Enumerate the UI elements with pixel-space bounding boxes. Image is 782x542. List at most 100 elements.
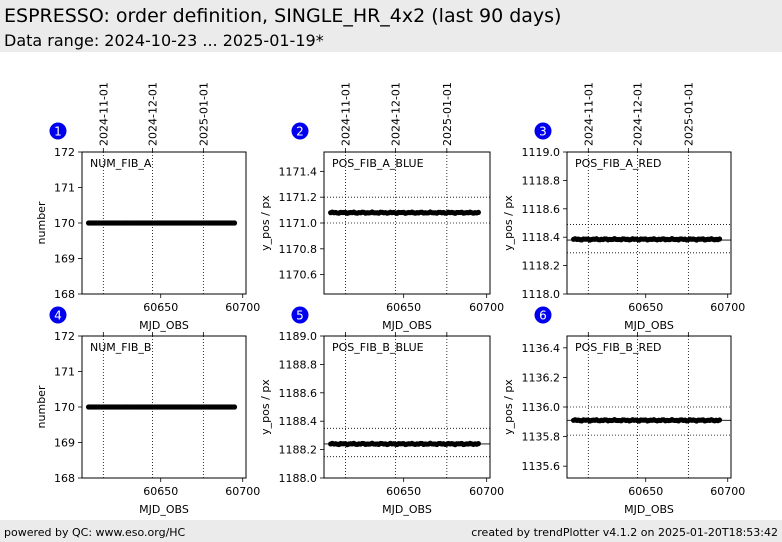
- x-axis-label: MJD_OBS: [139, 319, 189, 332]
- page-title: ESPRESSO: order definition, SINGLE_HR_4x…: [4, 5, 562, 27]
- chart-number-badge: [291, 306, 309, 324]
- y-tick-label: 1170.6: [279, 269, 318, 282]
- y-tick-label: 1118.8: [522, 174, 561, 187]
- parameter-label: POS_FIB_A_RED: [575, 157, 661, 170]
- y-axis-label: number: [35, 385, 48, 428]
- page-header: ESPRESSO: order definition, SINGLE_HR_4x…: [0, 0, 782, 52]
- y-tick-label: 171: [54, 366, 75, 379]
- y-tick-label: 1170.8: [279, 243, 318, 256]
- y-tick-label: 1135.8: [522, 431, 561, 444]
- y-tick-label: 168: [54, 472, 75, 485]
- y-tick-label: 170: [54, 217, 75, 230]
- data-point: [475, 441, 481, 447]
- chart-panel-5: 1188.0 1188.2 1188.4 1188.6 1188.8 1189.0 6065…: [259, 306, 504, 516]
- x-tick-label: 60650: [386, 301, 421, 314]
- chart-number-badge: [49, 306, 67, 324]
- y-tick-label: 171: [54, 182, 75, 195]
- x-tick-label: 60700: [469, 301, 504, 314]
- y-axis-label: y_pos / px: [502, 379, 515, 435]
- chart-number-badge: [534, 306, 552, 324]
- x-axis-label: MJD_OBS: [624, 503, 674, 516]
- y-tick-label: 1118.0: [522, 288, 561, 301]
- plot-frame: [566, 151, 732, 295]
- y-tick-label: 1189.0: [279, 330, 318, 343]
- chart-panel-6: 1135.6 1135.8 1136.0 1136.2 1136.4 60650 60700…: [502, 306, 745, 516]
- y-tick-label: 172: [54, 146, 75, 159]
- x-tick-label: 60700: [710, 485, 745, 498]
- y-tick-label: 1188.2: [279, 444, 318, 457]
- y-tick-label: 1188.4: [279, 415, 318, 428]
- y-tick-label: 1188.8: [279, 358, 318, 371]
- chart-number-label: 6: [539, 309, 547, 323]
- y-tick-label: 169: [54, 437, 75, 450]
- y-tick-label: 1119.0: [522, 146, 561, 159]
- date-tick-label: 2024-12-01: [632, 82, 645, 146]
- date-tick-label: 2024-11-01: [582, 82, 595, 146]
- parameter-label: POS_FIB_A_BLUE: [332, 157, 424, 170]
- chart-number-badge: [534, 122, 552, 140]
- y-tick-label: 1188.6: [279, 387, 318, 400]
- x-axis-label: MJD_OBS: [382, 503, 432, 516]
- data-point: [231, 404, 238, 410]
- y-tick-label: 1118.4: [522, 231, 561, 244]
- x-axis-label: MJD_OBS: [382, 319, 432, 332]
- parameter-label: POS_FIB_B_BLUE: [332, 341, 424, 354]
- y-tick-label: 172: [54, 330, 75, 343]
- parameter-label: NUM_FIB_A: [90, 157, 152, 170]
- data-point: [475, 209, 481, 215]
- chart-number-label: 5: [296, 309, 304, 323]
- y-tick-label: 1171.2: [279, 191, 318, 204]
- y-tick-label: 1118.2: [522, 260, 561, 273]
- y-tick-label: 1136.4: [522, 342, 561, 355]
- chart-number-label: 3: [539, 125, 547, 139]
- y-tick-label: 1171.0: [279, 217, 318, 230]
- date-tick-label: 2024-11-01: [340, 82, 353, 146]
- data-range-subtitle: Data range: 2024-10-23 ... 2025-01-19*: [4, 31, 324, 50]
- footer-created-by: created by trendPlotter v4.1.2 on 2025-0…: [471, 526, 778, 539]
- y-axis-label: y_pos / px: [502, 195, 515, 251]
- chart-number-label: 2: [296, 125, 304, 139]
- y-tick-label: 1171.4: [279, 165, 318, 178]
- plot-frame: [323, 335, 491, 479]
- y-tick-label: 169: [54, 253, 75, 266]
- y-tick-label: 170: [54, 401, 75, 414]
- y-tick-label: 1135.6: [522, 460, 561, 473]
- y-tick-label: 1118.6: [522, 203, 561, 216]
- date-tick-label: 2025-01-01: [441, 82, 454, 146]
- y-axis-label: y_pos / px: [259, 379, 272, 435]
- chart-number-badge: [49, 122, 67, 140]
- x-tick-label: 60700: [710, 301, 745, 314]
- chart-panel-2: 2024-11-01 2024-12-01 2025-01-01 1170.6 1170…: [259, 82, 504, 332]
- data-point: [231, 220, 238, 226]
- data-point: [716, 236, 723, 242]
- parameter-label: POS_FIB_B_RED: [575, 341, 662, 354]
- chart-panel-1: 2024-11-01 2024-12-01 2025-01-01 168 169 170 1…: [35, 82, 260, 332]
- chart-number-badge: [291, 122, 309, 140]
- y-tick-label: 1136.0: [522, 401, 561, 414]
- x-axis-label: MJD_OBS: [139, 503, 189, 516]
- chart-number-label: 1: [54, 125, 62, 139]
- y-axis-label: number: [35, 201, 48, 244]
- date-tick-label: 2024-12-01: [147, 82, 160, 146]
- x-tick-label: 60650: [386, 485, 421, 498]
- x-tick-label: 60650: [628, 485, 663, 498]
- x-tick-label: 60700: [225, 301, 260, 314]
- page-footer: powered by QC: www.eso.org/HC created by…: [0, 520, 782, 542]
- data-point: [716, 417, 723, 423]
- footer-powered-by: powered by QC: www.eso.org/HC: [4, 526, 186, 539]
- date-tick-label: 2024-12-01: [389, 82, 402, 146]
- y-tick-label: 1188.0: [279, 472, 318, 485]
- y-tick-label: 1136.2: [522, 371, 561, 384]
- x-tick-label: 60650: [628, 301, 663, 314]
- y-axis-label: y_pos / px: [259, 195, 272, 251]
- date-tick-label: 2025-01-01: [682, 82, 695, 146]
- x-tick-label: 60700: [469, 485, 504, 498]
- y-tick-label: 168: [54, 288, 75, 301]
- x-tick-label: 60700: [225, 485, 260, 498]
- date-tick-label: 2025-01-01: [197, 82, 210, 146]
- date-tick-label: 2024-11-01: [97, 82, 110, 146]
- parameter-label: NUM_FIB_B: [90, 341, 151, 354]
- chart-panel-3: 2024-11-01 2024-12-01 2025-01-01 1118.0 1118…: [502, 82, 745, 332]
